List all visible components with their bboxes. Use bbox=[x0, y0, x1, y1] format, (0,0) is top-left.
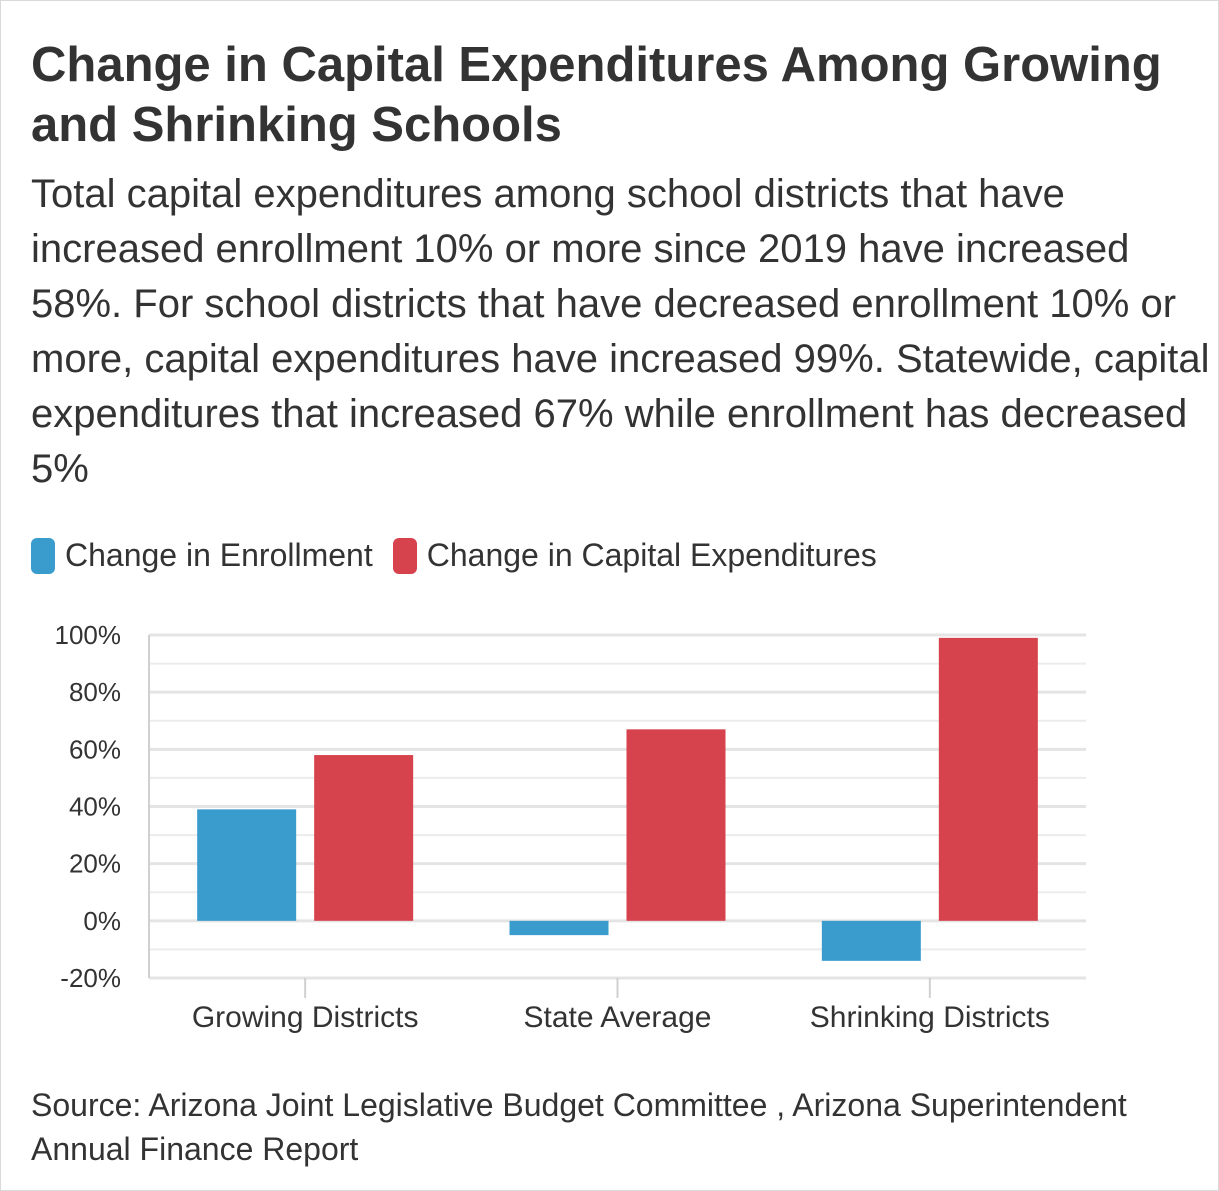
x-category-label: Shrinking Districts bbox=[810, 1001, 1050, 1034]
legend-label-capital-expenditures: Change in Capital Expenditures bbox=[426, 537, 877, 573]
y-tick-label: -20% bbox=[60, 963, 121, 993]
chart-subtitle: Total capital expenditures among school … bbox=[31, 172, 1210, 491]
bar-capital-expenditures[interactable] bbox=[938, 637, 1038, 921]
legend-label-enrollment: Change in Enrollment bbox=[65, 537, 373, 573]
x-category-label: State Average bbox=[524, 1001, 712, 1034]
y-tick-label: 0% bbox=[83, 906, 121, 936]
legend: Change in Enrollment Change in Capital E… bbox=[31, 537, 897, 574]
bar-capital-expenditures[interactable] bbox=[314, 755, 414, 921]
y-tick-label: 100% bbox=[55, 620, 122, 650]
legend-swatch-enrollment bbox=[31, 537, 55, 574]
legend-item-enrollment[interactable]: Change in Enrollment bbox=[31, 537, 373, 574]
bar-enrollment[interactable] bbox=[197, 809, 297, 921]
chart-title: Change in Capital Expenditures Among Gro… bbox=[31, 38, 1162, 152]
bar-capital-expenditures[interactable] bbox=[626, 729, 726, 921]
legend-item-capital-expenditures[interactable]: Change in Capital Expenditures bbox=[392, 537, 877, 574]
bar-enrollment[interactable] bbox=[821, 920, 921, 961]
y-tick-label: 60% bbox=[69, 734, 121, 764]
legend-swatch-capital-expenditures bbox=[392, 537, 417, 574]
y-tick-label: 20% bbox=[69, 849, 121, 879]
y-tick-label: 40% bbox=[69, 792, 121, 822]
bar-enrollment[interactable] bbox=[509, 920, 609, 936]
bar-chart: 100% 80% 60% 40% 20% 0% -20% Growing Districts S… bbox=[55, 620, 1086, 1034]
y-tick-label: 80% bbox=[69, 677, 121, 707]
x-category-label: Growing Districts bbox=[192, 1001, 419, 1034]
source-note: Source: Arizona Joint Legislative Budget… bbox=[31, 1087, 1127, 1167]
